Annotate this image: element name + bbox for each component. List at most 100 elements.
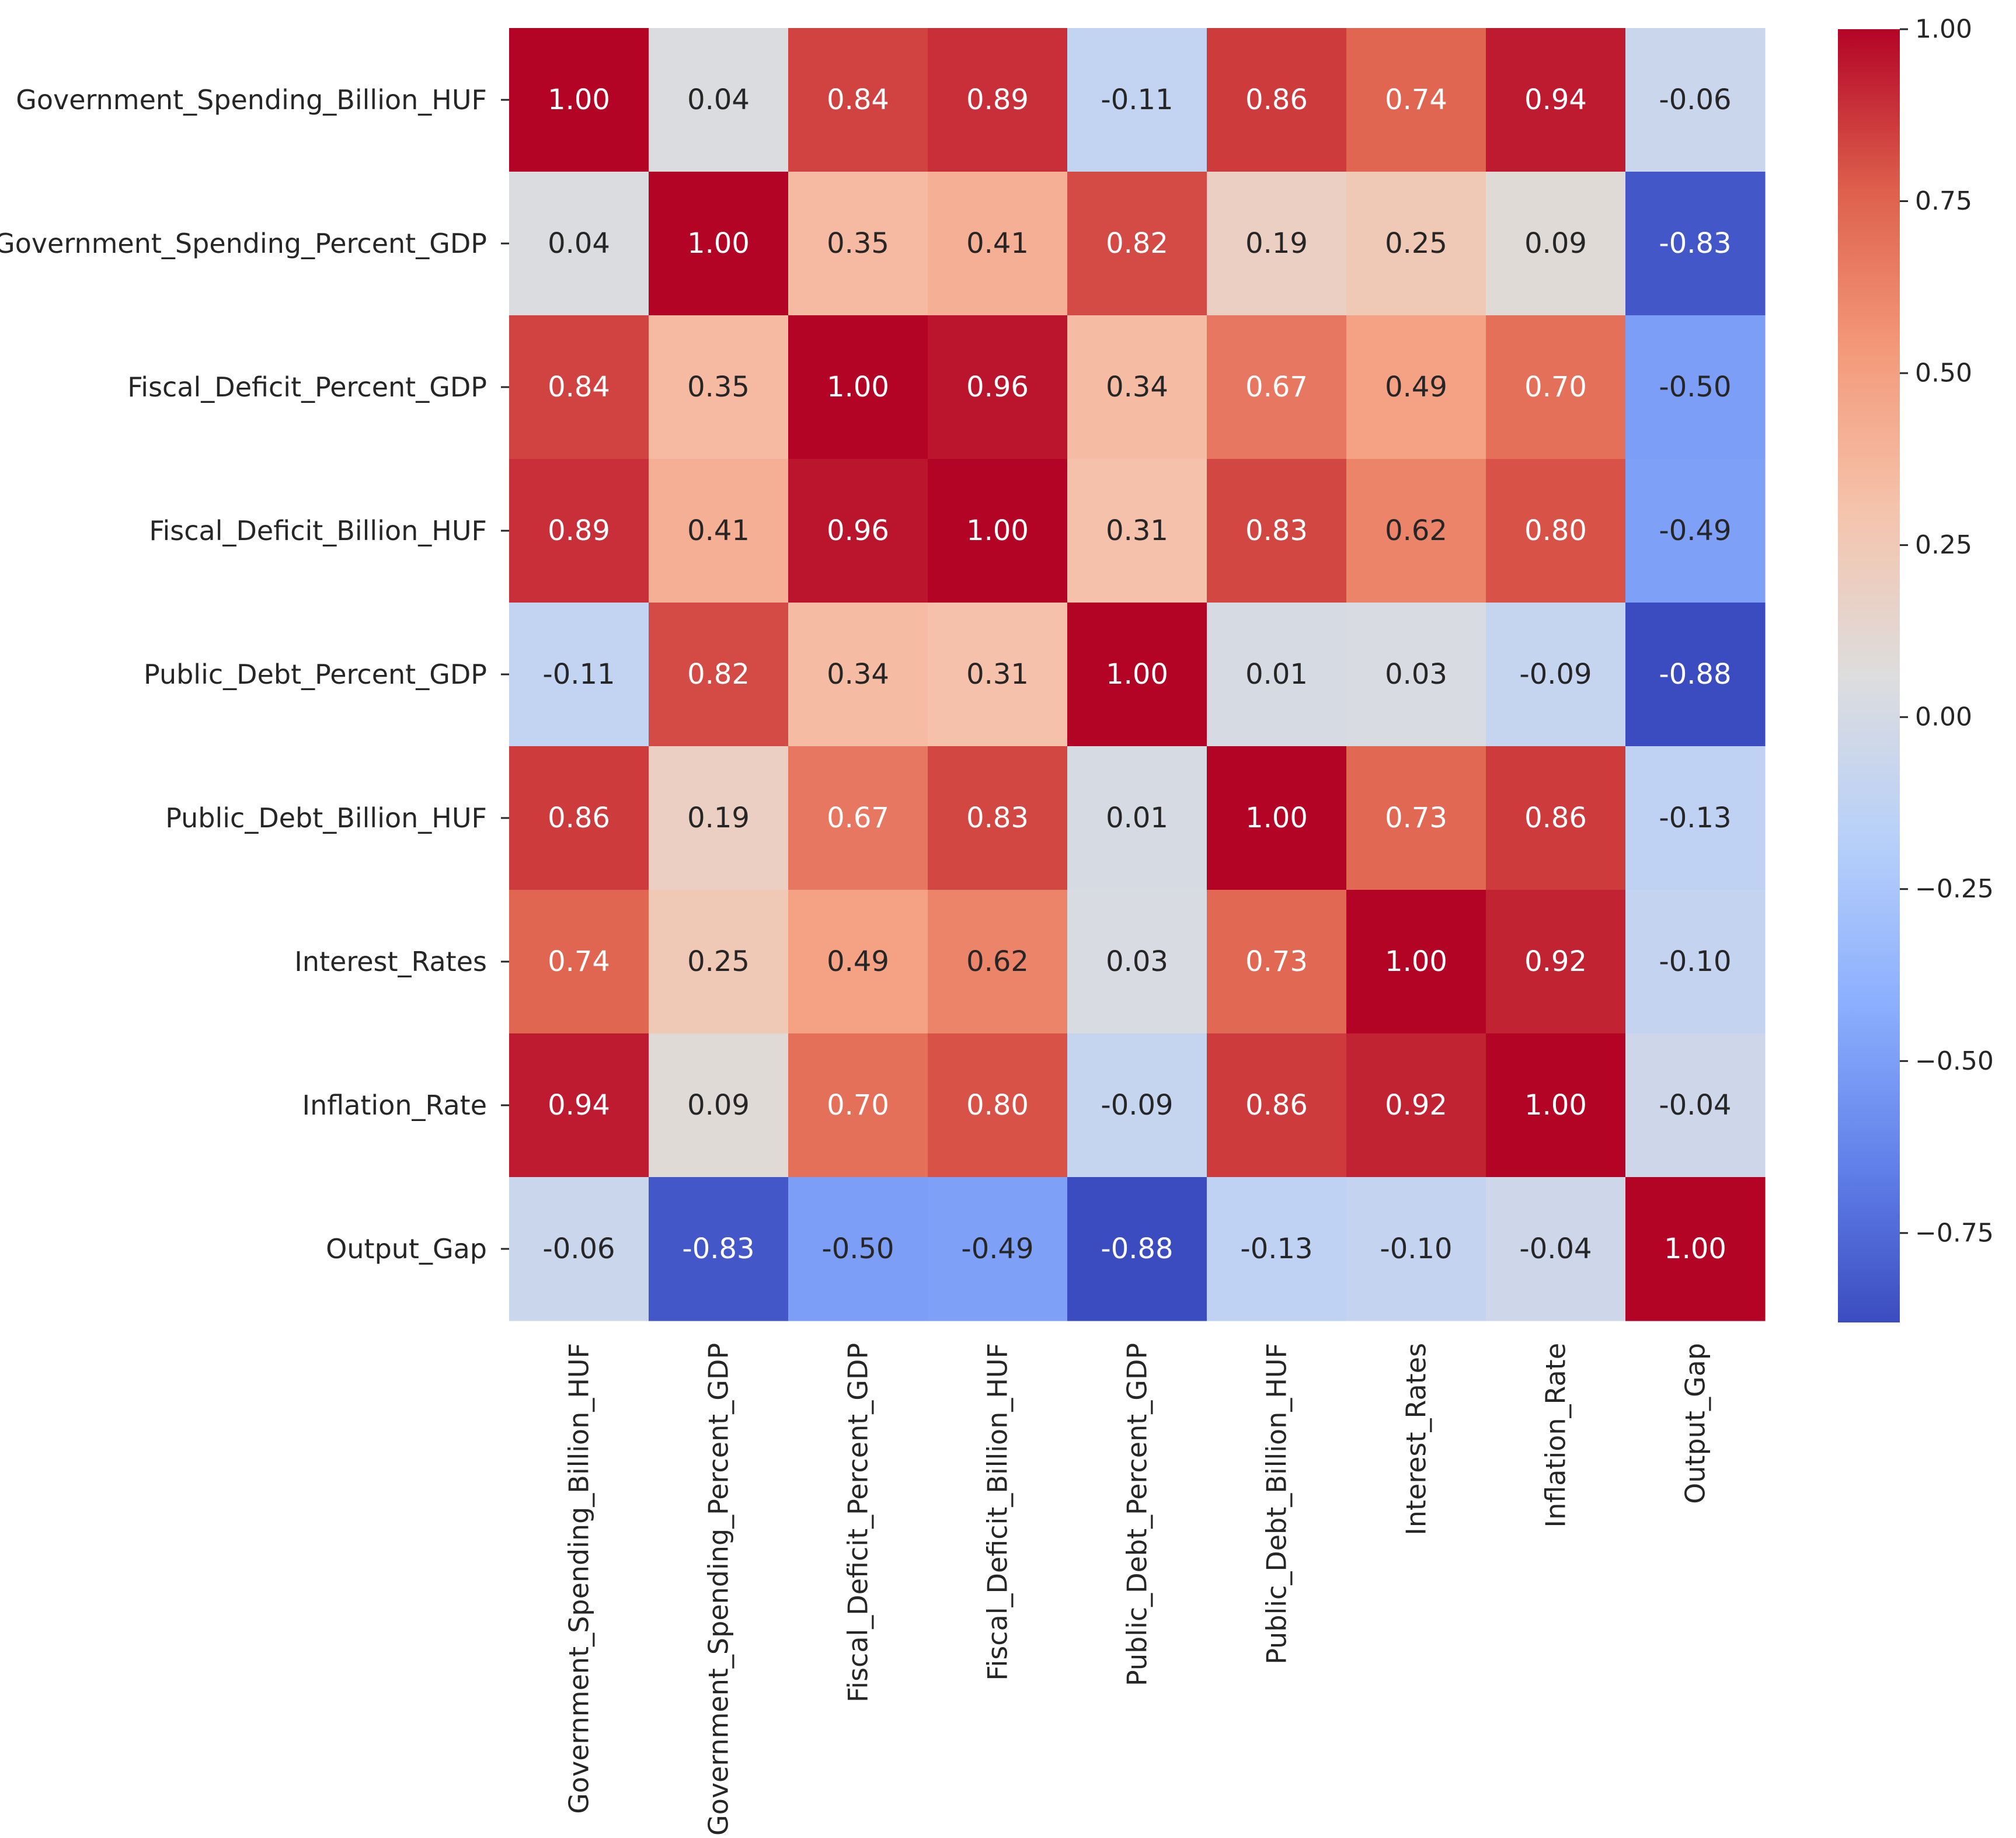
cell-value-label: 0.04 — [548, 227, 610, 260]
row-label: Government_Spending_Billion_HUF — [16, 84, 487, 116]
cell-value-label: -0.11 — [1101, 83, 1173, 116]
cell-value-label: -0.83 — [682, 1233, 754, 1265]
cell-labels: 1.00 0.04 0.84 0.89 -0.11 0.86 0.74 0.94 -0.06 0.… — [542, 83, 1731, 1265]
cell-value-label: 0.35 — [827, 227, 889, 260]
heatmap-cell — [1346, 172, 1486, 316]
heatmap-cell — [1625, 315, 1766, 460]
cell-value-label: 0.82 — [1106, 227, 1168, 260]
cell-value-label: 0.67 — [1245, 371, 1308, 403]
cell-value-label: 0.70 — [1524, 371, 1587, 403]
heatmap-cell — [1625, 28, 1766, 172]
heatmap-cell — [1067, 1177, 1207, 1321]
heatmap-cell — [1207, 1177, 1347, 1321]
heatmap-cell — [1486, 315, 1626, 460]
heatmap-cell — [1625, 1033, 1766, 1178]
colorbar-tick-label: −0.75 — [1915, 1218, 1994, 1248]
heatmap-cell — [1067, 746, 1207, 890]
col-label: Government_Spending_Percent_GDP — [703, 1343, 734, 1836]
heatmap-cell — [1625, 459, 1766, 603]
cell-value-label: -0.10 — [1380, 1233, 1452, 1265]
row-label: Output_Gap — [326, 1233, 487, 1265]
heatmap-cell — [1625, 1177, 1766, 1321]
heatmap-cell — [1067, 1033, 1207, 1178]
cell-value-label: 0.09 — [687, 1089, 750, 1122]
cell-value-label: -0.49 — [1659, 514, 1731, 547]
cell-value-label: 1.00 — [966, 514, 1029, 547]
cell-value-label: 0.86 — [1524, 802, 1587, 834]
heatmap-cell — [1346, 746, 1486, 890]
cell-value-label: 0.84 — [548, 371, 610, 403]
heatmap-cell — [1625, 603, 1766, 747]
heatmap-cell — [928, 28, 1068, 172]
heatmap-cell — [1207, 172, 1347, 316]
row-label: Public_Debt_Percent_GDP — [144, 659, 487, 690]
heatmap-cell — [1207, 1033, 1347, 1178]
heatmap-cell — [788, 459, 928, 603]
cell-value-label: 0.04 — [687, 83, 750, 116]
cell-value-label: 0.25 — [1385, 227, 1447, 260]
heatmap-cell — [649, 1033, 789, 1178]
cell-value-label: -0.11 — [542, 658, 615, 691]
heatmap-cell — [928, 1177, 1068, 1321]
cell-value-label: 0.89 — [548, 514, 610, 547]
heatmap-cell — [1207, 890, 1347, 1034]
cell-value-label: -0.88 — [1659, 658, 1731, 691]
cell-value-label: 0.84 — [827, 83, 889, 116]
col-label: Government_Spending_Billion_HUF — [563, 1343, 595, 1814]
heatmap-cell — [1625, 172, 1766, 316]
cell-value-label: 0.94 — [1524, 83, 1587, 116]
cell-value-label: 0.09 — [1524, 227, 1587, 260]
cell-value-label: 0.94 — [548, 1089, 610, 1122]
col-label: Inflation_Rate — [1540, 1343, 1572, 1527]
cell-value-label: 1.00 — [548, 83, 610, 116]
heatmap-cell — [509, 315, 649, 460]
cell-value-label: -0.09 — [1101, 1089, 1173, 1122]
heatmap-cell — [509, 1177, 649, 1321]
heatmap-cell — [788, 172, 928, 316]
row-labels: Government_Spending_Billion_HUF Governmen… — [0, 84, 509, 1265]
cell-value-label: 0.25 — [687, 945, 750, 978]
cell-value-label: 0.31 — [1106, 514, 1168, 547]
heatmap-cell — [1486, 890, 1626, 1034]
heatmap-cell — [649, 28, 789, 172]
cell-value-label: 0.86 — [1245, 83, 1308, 116]
colorbar-tick-label: 0.00 — [1915, 702, 1972, 732]
heatmap-cell — [1486, 603, 1626, 747]
cell-value-label: -0.49 — [961, 1233, 1033, 1265]
heatmap-cell — [788, 603, 928, 747]
heatmap-cell — [1067, 315, 1207, 460]
cell-value-label: 0.67 — [827, 802, 889, 834]
cell-value-label: 0.49 — [1385, 371, 1447, 403]
cell-value-label: 0.92 — [1385, 1089, 1447, 1122]
colorbar-tick-label: 0.75 — [1915, 186, 1972, 216]
heatmap-cell — [649, 172, 789, 316]
heatmap-cell — [1067, 890, 1207, 1034]
cell-value-label: -0.04 — [1659, 1089, 1731, 1122]
cell-value-label: 0.74 — [1385, 83, 1447, 116]
cell-value-label: 0.89 — [966, 83, 1029, 116]
cell-value-label: -0.88 — [1101, 1233, 1173, 1265]
colorbar-tick-label: 1.00 — [1915, 15, 1972, 44]
heatmap-cell — [649, 315, 789, 460]
row-label: Fiscal_Deficit_Billion_HUF — [149, 515, 487, 546]
cell-value-label: 0.41 — [966, 227, 1029, 260]
colorbar-tick-label: 0.25 — [1915, 530, 1972, 560]
heatmap-cell — [1207, 746, 1347, 890]
heatmap-cell — [1346, 459, 1486, 603]
heatmap-cell — [788, 1033, 928, 1178]
cell-value-label: 1.00 — [1245, 802, 1308, 834]
heatmap-cell — [509, 603, 649, 747]
heatmap-cell — [1067, 603, 1207, 747]
heatmap-cell — [509, 890, 649, 1034]
cell-value-label: 0.70 — [827, 1089, 889, 1122]
cell-value-label: 0.92 — [1524, 945, 1587, 978]
col-labels: Government_Spending_Billion_HUF Governmen… — [563, 1343, 1711, 1836]
heatmap-cell — [649, 890, 789, 1034]
cell-value-label: -0.13 — [1659, 802, 1731, 834]
cell-value-label: 0.62 — [966, 945, 1029, 978]
cell-value-label: 0.49 — [827, 945, 889, 978]
heatmap-cell — [788, 890, 928, 1034]
cell-value-label: -0.06 — [542, 1233, 615, 1265]
heatmap-cell — [1486, 459, 1626, 603]
